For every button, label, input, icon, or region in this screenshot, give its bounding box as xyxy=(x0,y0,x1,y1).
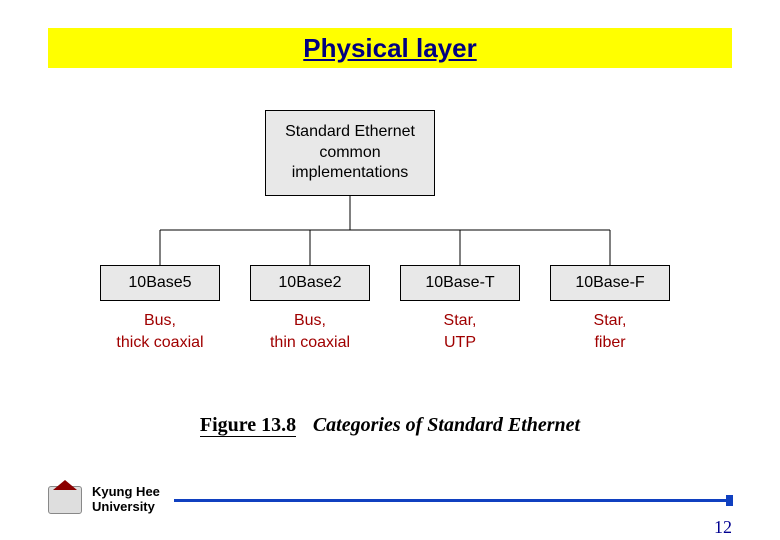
institution-line2: University xyxy=(92,500,160,515)
root-node: Standard Ethernet common implementations xyxy=(265,110,435,196)
figure-number: Figure 13.8 xyxy=(200,414,296,437)
title-bar: Physical layer xyxy=(48,28,732,68)
child-description: Bus, thick coaxial xyxy=(95,310,225,353)
university-logo xyxy=(48,486,82,514)
figure-title: Categories of Standard Ethernet xyxy=(313,414,580,436)
tree-diagram: Standard Ethernet common implementations… xyxy=(100,110,680,370)
page-number: 12 xyxy=(714,517,732,538)
child-box-label: 10Base2 xyxy=(278,274,341,292)
footer: Kyung Hee University xyxy=(48,480,732,520)
child-box-label: 10Base5 xyxy=(128,274,191,292)
child-node: 10Base-F xyxy=(550,265,670,301)
child-node: 10Base2 xyxy=(250,265,370,301)
root-label: Standard Ethernet common implementations xyxy=(285,122,415,184)
child-box-label: 10Base-T xyxy=(425,274,494,292)
child-box-label: 10Base-F xyxy=(575,274,644,292)
child-description: Star, UTP xyxy=(395,310,525,353)
institution-name: Kyung Hee University xyxy=(92,485,160,515)
page-title: Physical layer xyxy=(303,33,476,64)
child-description: Bus, thin coaxial xyxy=(245,310,375,353)
institution-line1: Kyung Hee xyxy=(92,485,160,500)
figure-caption: Figure 13.8 Categories of Standard Ether… xyxy=(0,414,780,437)
child-node: 10Base-T xyxy=(400,265,520,301)
child-node: 10Base5 xyxy=(100,265,220,301)
child-description: Star, fiber xyxy=(545,310,675,353)
footer-rule xyxy=(174,499,732,502)
